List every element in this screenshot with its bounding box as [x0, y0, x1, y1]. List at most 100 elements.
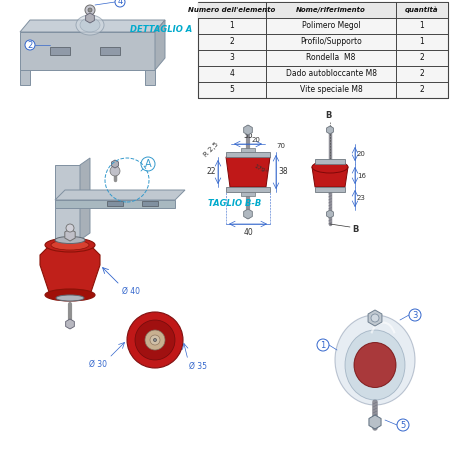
- Text: 38: 38: [278, 167, 288, 176]
- Text: A: A: [145, 159, 151, 169]
- Circle shape: [150, 335, 160, 345]
- Ellipse shape: [55, 237, 85, 243]
- Text: 70: 70: [276, 143, 285, 149]
- Ellipse shape: [51, 240, 89, 250]
- Circle shape: [88, 8, 92, 12]
- Text: 5: 5: [230, 86, 234, 94]
- Text: 2: 2: [419, 69, 424, 78]
- Polygon shape: [20, 70, 30, 85]
- Circle shape: [141, 157, 155, 171]
- Circle shape: [153, 338, 157, 342]
- Bar: [315, 159, 345, 164]
- Bar: [107, 201, 123, 206]
- Text: 40: 40: [243, 228, 253, 237]
- Circle shape: [25, 40, 35, 50]
- Text: 2: 2: [27, 40, 32, 50]
- Text: Vite speciale M8: Vite speciale M8: [300, 86, 362, 94]
- Text: 23: 23: [357, 195, 366, 202]
- Text: 16: 16: [357, 172, 366, 179]
- Polygon shape: [55, 190, 185, 200]
- Ellipse shape: [80, 18, 100, 32]
- Polygon shape: [20, 32, 155, 70]
- Bar: [142, 201, 158, 206]
- Polygon shape: [66, 319, 74, 329]
- Bar: [241, 192, 255, 196]
- Ellipse shape: [345, 330, 405, 400]
- Ellipse shape: [354, 342, 396, 387]
- Polygon shape: [86, 13, 94, 23]
- Text: B: B: [325, 111, 331, 120]
- Text: 1: 1: [419, 37, 424, 46]
- Ellipse shape: [76, 15, 104, 35]
- Text: Nome/riferimento: Nome/riferimento: [296, 7, 366, 13]
- Circle shape: [397, 419, 409, 431]
- Polygon shape: [226, 157, 270, 187]
- Polygon shape: [55, 200, 175, 208]
- Ellipse shape: [45, 238, 95, 252]
- Text: Ø 35: Ø 35: [189, 362, 207, 371]
- Circle shape: [145, 330, 165, 350]
- Ellipse shape: [45, 289, 95, 301]
- Text: B: B: [352, 225, 358, 234]
- Circle shape: [317, 339, 329, 351]
- Bar: [198, 2, 448, 18]
- Text: 1: 1: [419, 22, 424, 31]
- Polygon shape: [65, 229, 75, 241]
- Ellipse shape: [335, 315, 415, 405]
- Text: 179°: 179°: [253, 163, 269, 175]
- Polygon shape: [112, 160, 118, 168]
- Text: Profilo/Supporto: Profilo/Supporto: [300, 37, 362, 46]
- Text: 22: 22: [207, 167, 216, 176]
- Polygon shape: [369, 415, 381, 429]
- Bar: [50, 47, 70, 55]
- Bar: [315, 187, 345, 192]
- Polygon shape: [226, 152, 270, 157]
- Text: 2: 2: [230, 37, 234, 46]
- Text: 3: 3: [230, 54, 234, 63]
- Text: R 2,5: R 2,5: [203, 141, 220, 158]
- Polygon shape: [145, 70, 155, 85]
- Text: 20: 20: [252, 137, 261, 143]
- Circle shape: [371, 314, 379, 322]
- Text: 2: 2: [419, 54, 424, 63]
- Polygon shape: [80, 158, 90, 240]
- Text: 35: 35: [243, 131, 253, 140]
- Polygon shape: [243, 125, 252, 135]
- Polygon shape: [327, 126, 333, 134]
- Text: Rondella  M8: Rondella M8: [306, 54, 356, 63]
- Polygon shape: [40, 245, 100, 295]
- Text: TAGLIO B-B: TAGLIO B-B: [208, 199, 261, 208]
- Text: 3: 3: [412, 310, 418, 320]
- Text: Polimero Megol: Polimero Megol: [302, 22, 360, 31]
- Polygon shape: [243, 209, 252, 219]
- Polygon shape: [155, 20, 165, 70]
- Polygon shape: [327, 210, 333, 218]
- Text: 4: 4: [230, 69, 234, 78]
- Text: Dado autobloccante M8: Dado autobloccante M8: [285, 69, 377, 78]
- Ellipse shape: [312, 161, 348, 173]
- Text: 4: 4: [117, 0, 122, 6]
- Circle shape: [409, 309, 421, 321]
- Polygon shape: [20, 20, 165, 32]
- Bar: [198, 2, 448, 98]
- Text: 1: 1: [230, 22, 234, 31]
- Circle shape: [135, 320, 175, 360]
- Circle shape: [110, 166, 120, 176]
- Polygon shape: [55, 165, 80, 240]
- Circle shape: [115, 0, 125, 7]
- Text: Ø 40: Ø 40: [122, 287, 140, 296]
- Text: Numero dell'elemento: Numero dell'elemento: [189, 7, 275, 13]
- Text: DETTAGLIO A: DETTAGLIO A: [130, 26, 192, 35]
- Circle shape: [85, 5, 95, 15]
- Polygon shape: [312, 167, 348, 187]
- Polygon shape: [226, 187, 270, 192]
- Text: Ø 30: Ø 30: [89, 360, 107, 369]
- Circle shape: [66, 224, 74, 232]
- Text: 20: 20: [357, 151, 366, 157]
- Text: quantità: quantità: [405, 7, 439, 13]
- Bar: [241, 148, 255, 152]
- Text: 2: 2: [419, 86, 424, 94]
- Bar: [100, 47, 120, 55]
- Polygon shape: [368, 310, 382, 326]
- Ellipse shape: [56, 295, 84, 301]
